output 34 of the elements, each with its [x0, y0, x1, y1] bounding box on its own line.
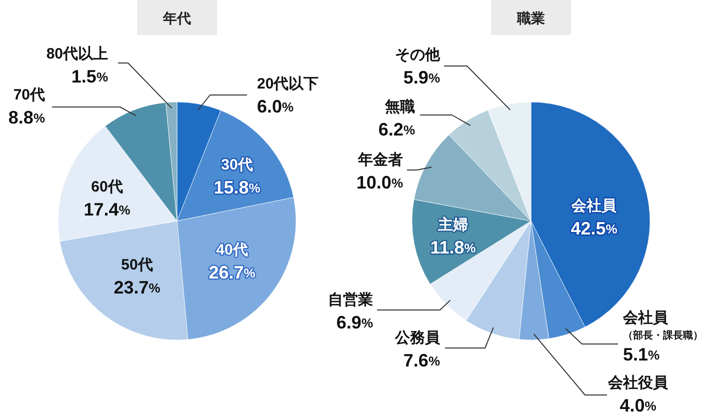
slice-label: 主婦: [437, 215, 468, 233]
slice-label: 公務員: [394, 329, 441, 346]
data-label: 6.2%: [378, 120, 416, 140]
chart-title: 職業: [516, 10, 545, 26]
data-label: 23.7%: [114, 278, 161, 298]
data-label: 26.7%: [208, 262, 256, 282]
slice-label: 60代: [91, 178, 123, 195]
slice-label: 会社役員: [607, 374, 669, 391]
data-label: 7.6%: [403, 350, 440, 370]
slice-label: 40代: [216, 241, 248, 258]
data-label: 1.5%: [71, 66, 108, 86]
data-label: 11.8%: [430, 238, 476, 258]
slice-label: 20代以下: [257, 75, 319, 92]
slice-label: 会社員: [570, 197, 618, 214]
slice-label: 80代以上: [46, 45, 108, 62]
data-label: 5.9%: [403, 68, 440, 88]
slice-label: 30代: [221, 156, 253, 173]
data-label: 6.0%: [257, 96, 294, 116]
data-label: 6.9%: [336, 312, 374, 332]
slice-label: 無職: [384, 98, 415, 115]
slice-label: 年金者: [357, 151, 403, 168]
data-label: 17.4%: [84, 200, 131, 220]
slice-label: その他: [395, 46, 441, 63]
chart-title: 年代: [162, 10, 191, 26]
data-label: 10.0%: [356, 172, 404, 192]
data-label: 15.8%: [214, 178, 261, 198]
data-label: 5.1%: [623, 344, 660, 364]
slice-label: 会社員（部長・課長職）: [622, 309, 703, 341]
data-label: 42.5%: [570, 218, 618, 238]
slice-label: 70代: [13, 86, 45, 103]
slice-label: 自営業: [328, 291, 373, 308]
slice-label: 50代: [121, 256, 153, 273]
data-label: 4.0%: [620, 396, 657, 416]
data-label: 8.8%: [8, 108, 46, 128]
